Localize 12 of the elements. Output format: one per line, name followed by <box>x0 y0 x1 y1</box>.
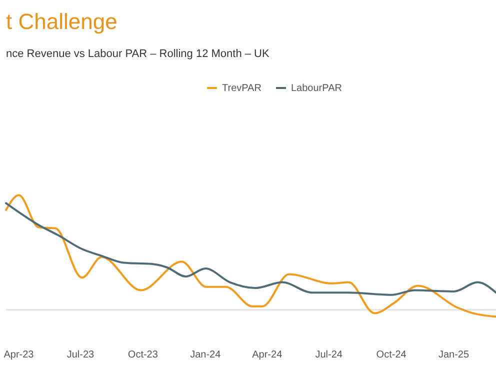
legend-label: TrevPAR <box>222 83 262 94</box>
chart-subtitle: nce Revenue vs Labour PAR – Rolling 12 Month – UK <box>6 48 270 60</box>
x-tick-label: Apr-23 <box>4 350 34 360</box>
x-tick-label: Apr-24 <box>252 350 283 360</box>
x-tick-label: Jul-23 <box>66 350 95 360</box>
x-tick-label: Jul-24 <box>315 350 343 360</box>
chart-title: t Challenge <box>6 9 118 34</box>
x-tick-label: Jan-25 <box>438 350 470 360</box>
legend-label: LabourPAR <box>291 83 342 94</box>
x-tick-label: Jan-24 <box>190 350 222 360</box>
x-tick-label: Oct-23 <box>128 350 158 360</box>
x-tick-label: Oct-24 <box>376 350 407 360</box>
